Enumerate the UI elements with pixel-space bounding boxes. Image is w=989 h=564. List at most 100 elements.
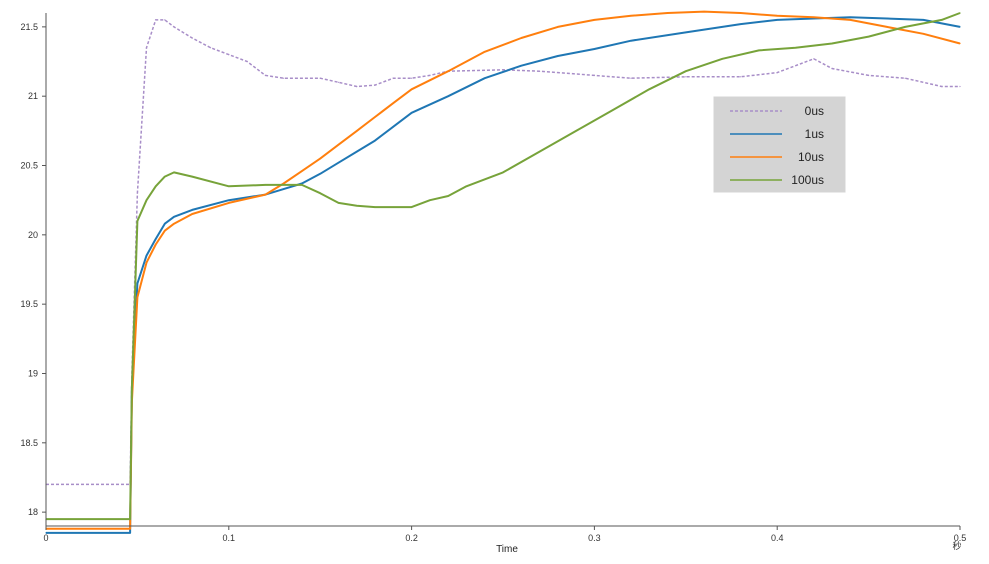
data-point <box>886 17 888 20</box>
data-point <box>922 19 925 21</box>
data-point <box>136 282 138 284</box>
data-point <box>721 58 724 60</box>
data-point <box>136 220 138 222</box>
data-point <box>283 188 285 190</box>
data-point <box>191 213 193 215</box>
data-point <box>173 26 175 28</box>
y-tick-label: 18 <box>28 507 38 517</box>
data-point <box>904 77 906 79</box>
data-point <box>136 192 138 194</box>
data-point <box>941 85 943 88</box>
data-point <box>411 206 413 208</box>
y-tick-label: 21 <box>28 91 38 101</box>
data-point <box>484 77 486 79</box>
data-point <box>319 192 321 194</box>
y-axis-ticks: 18 18.5 19 19.5 20 20.5 21 21.5 <box>20 22 46 517</box>
data-point <box>484 51 486 53</box>
data-point <box>502 69 504 71</box>
data-point <box>959 42 961 45</box>
data-point <box>630 15 632 17</box>
data-point <box>228 199 230 201</box>
x-axis-ticks: 0 0.1 0.2 0.3 0.4 0.5 <box>43 526 966 543</box>
data-point <box>356 205 358 207</box>
data-point <box>685 76 687 78</box>
data-point <box>411 88 413 90</box>
data-point <box>356 130 358 132</box>
series-line-10us <box>46 10 961 530</box>
data-point <box>868 74 870 76</box>
data-point <box>831 67 833 70</box>
data-point <box>648 88 650 90</box>
data-point <box>164 19 166 21</box>
data-point <box>356 151 358 153</box>
data-point <box>685 31 687 33</box>
data-point <box>703 11 705 13</box>
data-point <box>191 209 193 211</box>
data-point <box>191 37 193 39</box>
data-point <box>447 95 449 97</box>
data-point <box>209 47 212 49</box>
y-tick-label: 19 <box>28 368 38 378</box>
legend-label: 0us <box>805 104 824 118</box>
data-point <box>575 130 577 132</box>
legend-label: 10us <box>798 150 824 164</box>
data-point <box>776 15 778 17</box>
x-tick-label: 0.2 <box>405 533 418 543</box>
data-point <box>502 171 504 173</box>
data-point <box>173 171 175 173</box>
data-point <box>173 223 175 225</box>
data-point <box>228 54 230 56</box>
data-point <box>740 76 742 78</box>
legend-label: 1us <box>805 127 824 141</box>
data-point <box>922 33 925 35</box>
data-point <box>191 176 193 178</box>
data-point <box>539 70 541 72</box>
data-point <box>301 184 303 186</box>
data-point <box>356 85 358 88</box>
data-point <box>145 199 148 201</box>
y-tick-label: 19.5 <box>20 299 38 309</box>
data-point <box>557 55 559 57</box>
data-point <box>904 26 906 28</box>
data-point <box>813 16 815 18</box>
data-point <box>164 230 166 232</box>
data-point <box>155 185 157 187</box>
data-point <box>392 206 394 208</box>
data-point <box>155 238 157 240</box>
data-point <box>886 26 888 28</box>
x-axis-label: Time <box>496 544 518 555</box>
data-point <box>164 176 166 178</box>
data-point <box>520 37 522 39</box>
data-point <box>593 48 596 50</box>
data-point <box>520 65 522 67</box>
data-point <box>155 19 157 21</box>
data-point <box>630 40 632 42</box>
data-point <box>776 19 778 21</box>
data-point <box>593 74 596 76</box>
data-point <box>941 19 943 21</box>
data-point <box>129 532 131 534</box>
x-tick-label: 0.1 <box>223 533 236 543</box>
data-point <box>136 296 138 298</box>
data-point <box>228 185 230 187</box>
data-point <box>429 74 431 76</box>
data-point <box>612 109 614 111</box>
data-point <box>557 26 559 28</box>
data-point <box>374 140 376 142</box>
data-point <box>145 262 148 264</box>
legend-box <box>713 96 846 193</box>
data-point <box>319 77 321 79</box>
data-point <box>131 386 133 388</box>
data-point <box>164 223 166 225</box>
data-point <box>283 77 285 79</box>
data-point <box>959 26 961 28</box>
data-point <box>301 182 303 185</box>
data-point <box>411 77 413 79</box>
x-axis-unit-label: 秒 <box>952 540 961 551</box>
x-tick-label: 0.5 <box>954 533 967 543</box>
data-point <box>264 184 266 186</box>
data-point <box>45 532 47 534</box>
data-point <box>447 70 449 72</box>
